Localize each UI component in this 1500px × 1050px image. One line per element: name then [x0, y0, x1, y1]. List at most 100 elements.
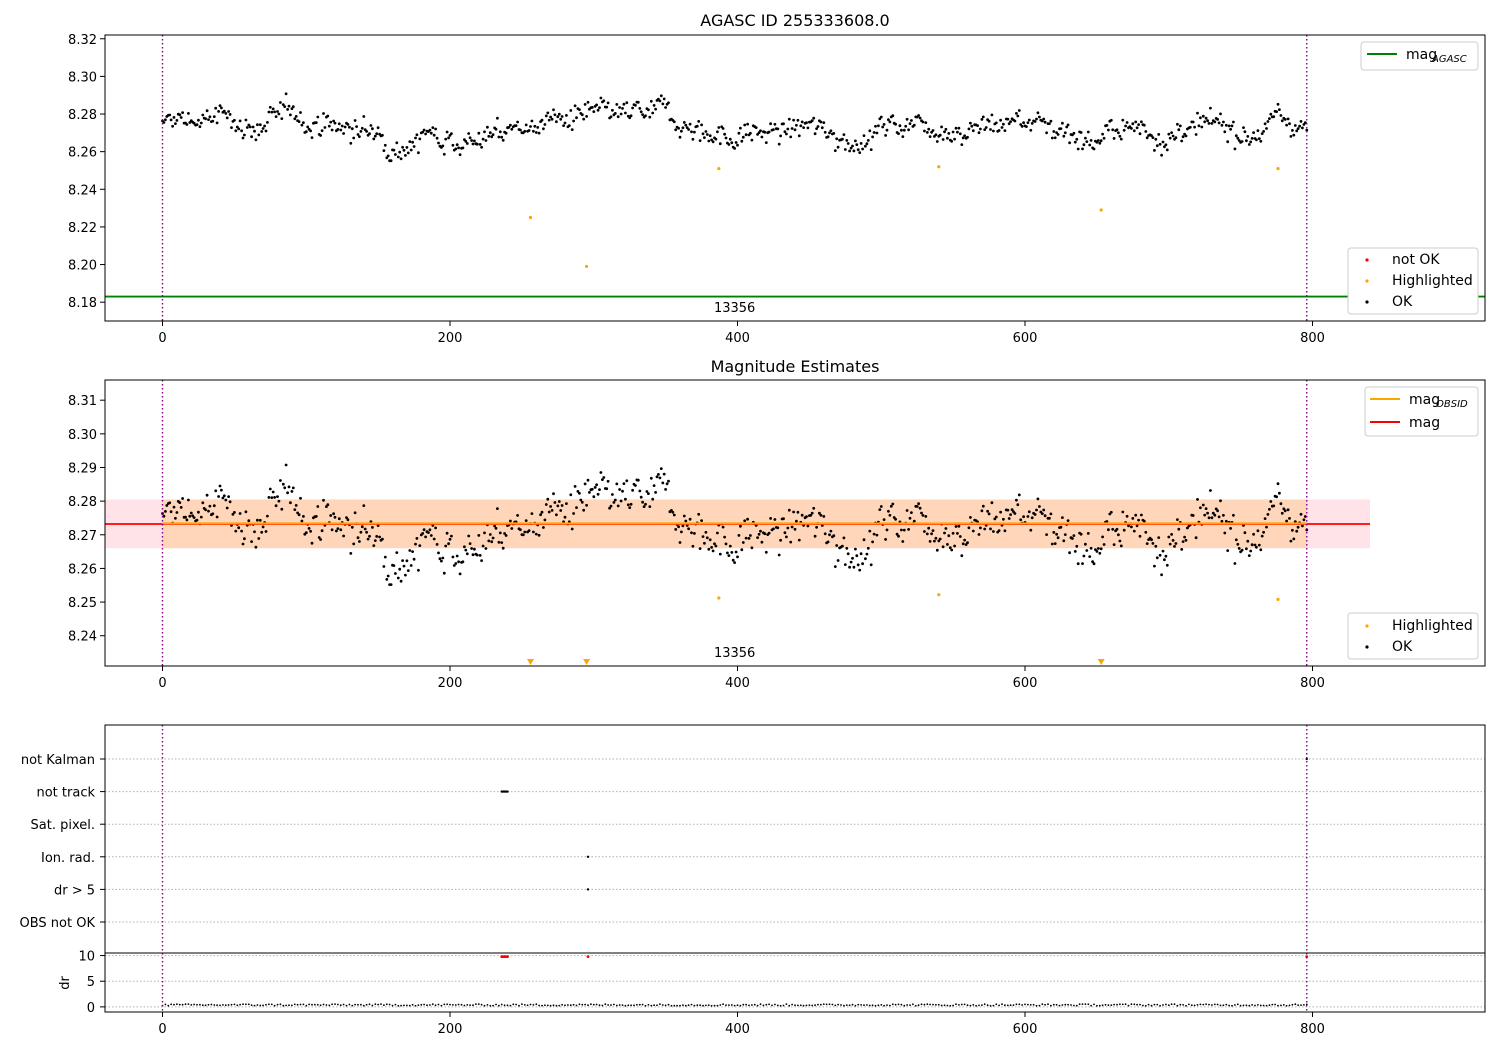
ok-point — [921, 120, 925, 124]
ok-point — [455, 143, 459, 147]
ok-point — [845, 546, 849, 550]
ok-point — [910, 119, 913, 122]
ok-point — [494, 526, 498, 530]
ok-point — [1154, 137, 1158, 141]
ok-point — [1030, 516, 1034, 520]
ok-point — [785, 535, 788, 539]
ok-point — [257, 133, 261, 137]
ok-point — [1249, 549, 1253, 553]
ok-point — [605, 487, 609, 491]
ok-point — [888, 513, 892, 517]
ok-point — [363, 527, 367, 531]
dr-point — [256, 1004, 259, 1006]
ok-point — [540, 118, 544, 122]
y-tick-label: 8.32 — [68, 33, 97, 48]
ok-point — [832, 534, 836, 538]
ok-point — [392, 148, 396, 152]
dr-point — [187, 1003, 190, 1005]
ok-point — [787, 508, 791, 512]
ok-point — [1053, 542, 1057, 545]
highlighted-point — [717, 166, 721, 171]
ok-point — [234, 529, 238, 533]
ok-point — [1061, 121, 1064, 125]
ok-point — [1122, 528, 1126, 532]
ok-point — [501, 546, 505, 550]
ok-point — [316, 505, 320, 508]
ok-point — [424, 535, 427, 539]
ok-point — [813, 534, 817, 538]
ok-point — [224, 498, 228, 502]
ok-point — [326, 503, 330, 507]
ok-point — [359, 130, 363, 133]
ok-point — [931, 529, 935, 532]
ok-point — [1288, 517, 1291, 520]
ok-point — [214, 489, 218, 493]
dr-point — [753, 1003, 756, 1006]
ok-point — [237, 127, 241, 131]
ok-point — [238, 119, 242, 123]
x-tick-label: 400 — [725, 1022, 750, 1037]
ok-point — [651, 111, 655, 115]
ok-point — [815, 127, 818, 130]
ok-point — [253, 129, 256, 133]
ok-point — [848, 149, 851, 153]
ok-point — [504, 534, 508, 537]
ok-point — [211, 119, 215, 123]
dr-point — [647, 1003, 650, 1006]
ok-point — [247, 519, 251, 523]
dr-point — [607, 1004, 609, 1006]
dr-point — [604, 1003, 607, 1006]
ok-point — [412, 557, 416, 561]
ok-point — [820, 126, 824, 130]
ok-point — [340, 124, 344, 128]
dr-point — [1199, 1003, 1202, 1006]
ok-point — [1002, 517, 1005, 521]
ok-point — [402, 564, 406, 568]
dr-point — [558, 1004, 561, 1007]
ok-point — [1040, 119, 1044, 123]
dr-point — [1096, 1004, 1098, 1007]
ok-point — [912, 519, 916, 523]
dr-point — [1038, 1004, 1041, 1007]
ok-point — [851, 556, 854, 560]
dr-point — [1167, 1004, 1170, 1007]
ok-point — [484, 547, 488, 550]
dr-point — [288, 1004, 290, 1007]
ok-point — [359, 530, 363, 534]
ok-point — [924, 515, 928, 518]
dr-point — [802, 1004, 805, 1007]
legend-upper: mag AGASC — [1360, 41, 1479, 71]
ok-point — [332, 119, 335, 123]
ok-point — [570, 527, 574, 531]
ok-point — [1263, 122, 1267, 126]
ok-point — [1296, 525, 1300, 529]
ok-point — [353, 119, 357, 122]
ok-point — [691, 137, 695, 141]
ok-point — [319, 134, 322, 137]
dr-point — [981, 1004, 983, 1006]
ok-point — [164, 118, 167, 122]
ok-point — [1293, 520, 1297, 523]
y-tick-label: 8.18 — [68, 296, 97, 311]
ok-point — [979, 526, 982, 530]
dr-point — [509, 1004, 512, 1007]
ok-point — [175, 119, 179, 122]
ok-point — [1130, 126, 1133, 130]
ok-point — [852, 149, 856, 153]
dr-point — [440, 1004, 443, 1007]
ok-point — [708, 538, 712, 542]
ok-point — [1266, 513, 1270, 516]
dr-point — [397, 1004, 400, 1007]
ok-point — [188, 514, 192, 518]
ok-point — [1016, 503, 1020, 507]
ok-point — [205, 493, 209, 497]
ok-point — [897, 132, 900, 136]
legend-subscript: OBSID — [1436, 399, 1468, 410]
dr-point — [661, 1004, 664, 1006]
y-tick-label: 8.28 — [68, 108, 97, 123]
ok-point — [622, 102, 626, 106]
ok-point — [1084, 542, 1087, 546]
ok-point — [1131, 122, 1135, 126]
highlighted-point — [584, 264, 589, 269]
ok-point — [1180, 139, 1184, 143]
